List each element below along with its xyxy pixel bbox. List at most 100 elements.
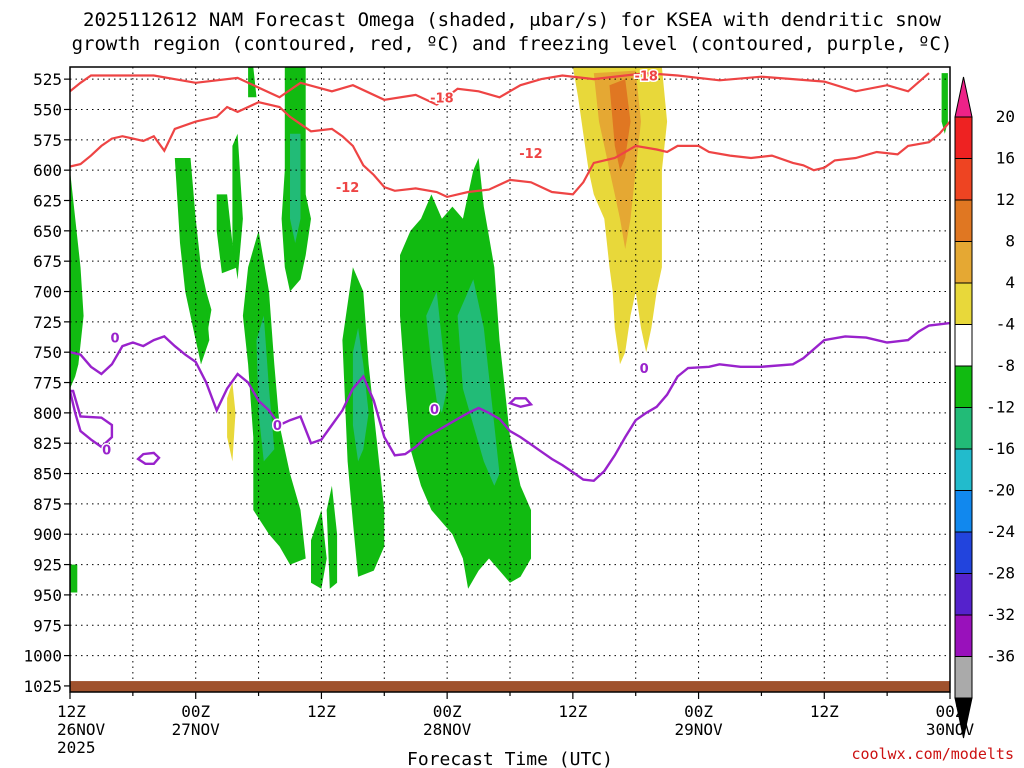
y-tick-label-725: 725 (33, 313, 62, 332)
colorbar-label-1: 16 (996, 149, 1015, 168)
colorbar-label-7: -12 (986, 398, 1015, 417)
y-tick-label-550: 550 (33, 100, 62, 119)
colorbar-label-11: -28 (986, 564, 1015, 583)
y-tick-label-650: 650 (33, 222, 62, 241)
colorbar-swatch-8 (954, 448, 973, 491)
omega-region-13 (70, 564, 78, 593)
colorbar-swatch-9 (954, 490, 973, 533)
x-tick-label-2-0: 12Z (307, 702, 336, 721)
x-tick-label-3-1: 28NOV (423, 720, 472, 739)
omega-shading (70, 67, 948, 593)
y-tick-label-1000: 1000 (23, 647, 62, 666)
y-tick-label-600: 600 (33, 161, 62, 180)
y-tick-label-800: 800 (33, 404, 62, 423)
x-tick-label-0-1: 26NOV (57, 720, 106, 739)
colorbar-swatch-2 (954, 199, 973, 242)
credit-text: coolwx.com/modelts (851, 745, 1014, 763)
colorbar-swatch-4 (954, 282, 973, 325)
x-tick-label-6-0: 12Z (810, 702, 839, 721)
y-tick-label-925: 925 (33, 556, 62, 575)
grid-lines (70, 67, 950, 692)
chart-title-line2: growth region (contoured, red, ºC) and f… (71, 33, 953, 55)
colorbar-swatch-7 (954, 407, 973, 450)
colorbar-label-2: 12 (996, 190, 1015, 209)
y-tick-label-625: 625 (33, 191, 62, 210)
colorbar-label-3: 8 (1005, 232, 1015, 251)
omega-region-6 (242, 230, 306, 565)
y-tick-label-525: 525 (33, 70, 62, 89)
y-tick-label-700: 700 (33, 283, 62, 302)
y-axis: 525 550 575 600 625 650 675 700 725 750 775 800 825 8… (23, 70, 70, 696)
omega-region-17 (426, 291, 448, 413)
colorbar: 20 16 12 8 4 -4 -8 -12 -16 -20 -24 -28 -32 -36 (954, 76, 1015, 739)
y-tick-label-850: 850 (33, 465, 62, 484)
omega-region-4 (216, 194, 238, 274)
contour-freezing-small-2 (136, 451, 161, 465)
omega-region-15 (352, 327, 369, 462)
colorbar-label-0: 20 (996, 107, 1015, 126)
omega-region-7 (256, 315, 275, 462)
omega-region-1 (290, 133, 301, 243)
colorbar-swatch-5 (954, 324, 973, 367)
colorbar-label-4: 4 (1005, 273, 1015, 292)
contour-label-minus18-1: -18 (430, 91, 454, 106)
x-tick-label-5-0: 00Z (684, 702, 713, 721)
y-tick-label-825: 825 (33, 434, 62, 453)
x-tick-label-3-0: 00Z (433, 702, 462, 721)
colorbar-swatch-10 (954, 531, 973, 574)
colorbar-swatch-11 (954, 573, 973, 616)
contour-lines: -18 -18 -12 -12 0 0 0 0 0 (70, 68, 950, 483)
contour-label-minus12-2: -12 (519, 147, 543, 162)
contour-label-0-3: 0 (273, 419, 282, 434)
x-tick-label-5-1: 29NOV (674, 720, 723, 739)
y-tick-label-875: 875 (33, 495, 62, 514)
contour-label-0-4: 0 (430, 403, 439, 418)
y-tick-label-775: 775 (33, 374, 62, 393)
y-tick-label-675: 675 (33, 252, 62, 271)
colorbar-label-8: -16 (986, 439, 1015, 458)
x-tick-label-1-1: 27NOV (172, 720, 221, 739)
y-tick-label-1025: 1025 (23, 677, 62, 696)
colorbar-swatch-6 (954, 365, 973, 408)
contour-label-0-2: 0 (102, 443, 111, 458)
x-tick-label-0-0: 12Z (57, 702, 86, 721)
chart-title-line1: 2025112612 NAM Forecast Omega (shaded, μ… (83, 9, 941, 31)
y-tick-label-950: 950 (33, 586, 62, 605)
omega-region-10 (311, 510, 327, 589)
omega-region-21 (609, 79, 631, 171)
x-tick-label-4-0: 12Z (558, 702, 587, 721)
contour-minus18 (70, 71, 930, 106)
colorbar-bottom-arrow (954, 697, 973, 739)
colorbar-label-10: -24 (986, 522, 1015, 541)
contour-label-0-1: 0 (111, 332, 120, 347)
x-tick-label-1-0: 00Z (181, 702, 210, 721)
colorbar-label-12: -32 (986, 605, 1015, 624)
omega-region-2 (248, 67, 257, 98)
y-tick-label-975: 975 (33, 616, 62, 635)
colorbar-swatch-12 (954, 614, 973, 657)
contour-label-0-5: 0 (640, 362, 649, 377)
omega-region-12 (70, 170, 84, 389)
y-tick-label-750: 750 (33, 343, 62, 362)
ground-terrain (70, 681, 950, 692)
contour-minus12 (70, 101, 950, 199)
y-tick-label-900: 900 (33, 525, 62, 544)
colorbar-swatch-3 (954, 241, 973, 284)
omega-region-9 (227, 382, 236, 462)
x-axis-label: Forecast Time (UTC) (407, 749, 613, 768)
contour-freezing-small-3 (507, 397, 534, 409)
colorbar-top-arrow (954, 76, 973, 118)
colorbar-swatch-1 (954, 158, 973, 201)
contour-label-minus18-2: -18 (634, 69, 658, 84)
contour-freezing-small-1 (70, 389, 114, 449)
colorbar-swatch-0 (954, 116, 973, 159)
contour-label-minus12-1: -12 (336, 181, 360, 196)
colorbar-label-6: -8 (996, 356, 1015, 375)
contour-freezing-level (70, 321, 950, 483)
colorbar-label-5: -4 (996, 315, 1015, 334)
omega-region-11 (326, 485, 338, 589)
y-tick-label-575: 575 (33, 131, 62, 150)
colorbar-label-13: -36 (986, 647, 1015, 666)
